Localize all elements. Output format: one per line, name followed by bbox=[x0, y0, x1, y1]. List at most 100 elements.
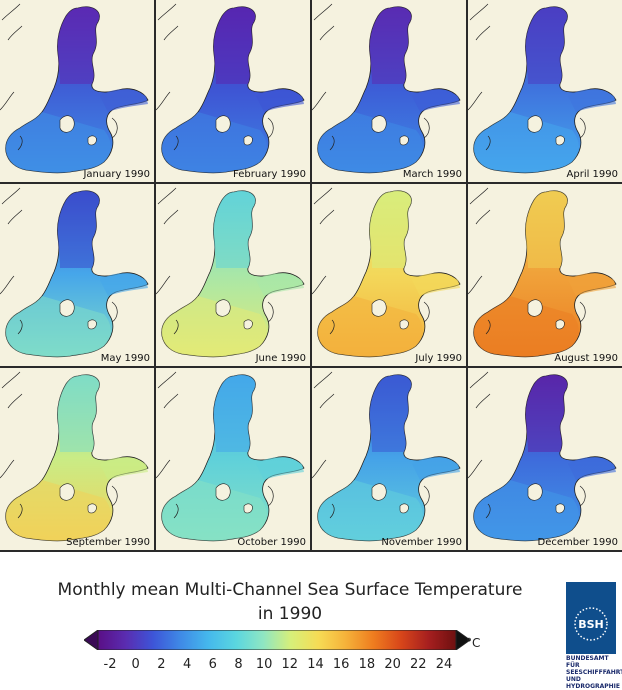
southern-baltic bbox=[5, 296, 111, 357]
month-label: November 1990 bbox=[381, 537, 462, 548]
southern-baltic bbox=[473, 112, 579, 173]
coastline bbox=[468, 3, 586, 151]
month-label: July 1990 bbox=[415, 353, 462, 364]
colorbar bbox=[83, 629, 484, 651]
colorbar-tick-label: 10 bbox=[255, 657, 273, 672]
figure-title: Monthly mean Multi-Channel Sea Surface T… bbox=[20, 578, 560, 626]
southern-baltic bbox=[161, 480, 267, 541]
month-map-panel: January 1990 bbox=[0, 0, 154, 182]
title-line-2: in 1990 bbox=[257, 604, 323, 624]
southern-baltic bbox=[473, 480, 579, 541]
colorbar-tick-label: 20 bbox=[384, 657, 401, 672]
southern-baltic bbox=[161, 112, 267, 173]
gulf-of-finland bbox=[256, 457, 304, 480]
bsh-logo-mark: BSH bbox=[574, 607, 608, 641]
gulf-of-finland bbox=[100, 273, 148, 296]
island bbox=[399, 135, 409, 146]
island bbox=[399, 503, 409, 514]
sea-surface-temperature-map bbox=[468, 187, 617, 358]
island bbox=[555, 135, 565, 146]
sea-surface-temperature-map bbox=[312, 187, 461, 358]
coastline bbox=[468, 187, 586, 335]
gulf-of-bothnia bbox=[57, 6, 100, 85]
title-line-1: Monthly mean Multi-Channel Sea Surface T… bbox=[57, 580, 523, 600]
month-label: December 1990 bbox=[537, 537, 618, 548]
logo-line-1: BUNDESAMT FÜR bbox=[566, 655, 609, 669]
colorbar-tick-label: 24 bbox=[435, 657, 453, 672]
island bbox=[87, 503, 97, 514]
gulf-of-bothnia bbox=[525, 6, 568, 85]
island bbox=[87, 135, 97, 146]
sea-surface-temperature-map bbox=[156, 187, 305, 358]
colorbar-tick-label: 8 bbox=[234, 657, 243, 672]
island bbox=[555, 319, 565, 330]
gulf-of-finland bbox=[568, 457, 616, 480]
coastline bbox=[156, 3, 274, 151]
month-map-panel: October 1990 bbox=[156, 368, 310, 550]
month-map-panel: September 1990 bbox=[0, 368, 154, 550]
gulf-of-finland bbox=[568, 273, 616, 296]
month-map-panel: June 1990 bbox=[156, 184, 310, 366]
gulf-of-finland bbox=[100, 457, 148, 480]
gulf-of-finland bbox=[412, 89, 460, 112]
month-label: August 1990 bbox=[554, 353, 618, 364]
gulf-of-bothnia bbox=[369, 6, 412, 85]
sea-surface-temperature-map bbox=[0, 371, 149, 542]
month-map-panel: August 1990 bbox=[468, 184, 622, 366]
sst-map-grid: January 1990 February 1990 March 1990 April… bbox=[0, 0, 622, 552]
gulf-of-bothnia bbox=[213, 6, 256, 85]
month-map-panel: December 1990 bbox=[468, 368, 622, 550]
sea-surface-temperature-map bbox=[468, 3, 617, 174]
southern-baltic bbox=[161, 296, 267, 357]
month-label: February 1990 bbox=[233, 169, 306, 180]
gulf-of-bothnia bbox=[57, 374, 100, 452]
gulf-of-bothnia bbox=[213, 374, 256, 452]
sea-surface-temperature-map bbox=[0, 3, 149, 174]
sea-surface-temperature-map bbox=[468, 371, 617, 542]
sea-surface-temperature-map bbox=[156, 3, 305, 174]
bsh-logo-caption: BUNDESAMT FÜR SEESCHIFFFAHRT UND HYDROGR… bbox=[566, 655, 622, 690]
logo-line-4: HYDROGRAPHIE bbox=[566, 683, 621, 690]
southern-baltic bbox=[473, 296, 579, 357]
month-label: May 1990 bbox=[100, 353, 150, 364]
colorbar-max-arrow bbox=[455, 629, 471, 651]
gulf-of-bothnia bbox=[369, 190, 412, 268]
island bbox=[555, 503, 565, 514]
colorbar-graphic bbox=[83, 629, 471, 651]
gulf-of-bothnia bbox=[369, 374, 412, 452]
island bbox=[243, 135, 253, 146]
logo-line-3: UND bbox=[566, 676, 581, 683]
coastline bbox=[312, 3, 430, 151]
southern-baltic bbox=[5, 480, 111, 541]
colorbar-tick-label: 22 bbox=[410, 657, 427, 672]
southern-baltic bbox=[317, 112, 423, 173]
month-label: March 1990 bbox=[402, 169, 462, 180]
coastline bbox=[0, 187, 118, 335]
sea-surface-temperature-map bbox=[312, 3, 461, 174]
colorbar-tick-label: 14 bbox=[307, 657, 324, 672]
colorbar-tick-label: 12 bbox=[281, 657, 299, 672]
month-label: September 1990 bbox=[66, 537, 150, 548]
southern-baltic bbox=[317, 296, 423, 357]
coastline bbox=[156, 187, 274, 335]
coastline bbox=[312, 187, 430, 335]
sea-surface-temperature-map bbox=[0, 187, 149, 358]
colorbar-unit: °C bbox=[466, 636, 481, 650]
colorbar-gradient bbox=[97, 629, 457, 651]
gulf-of-finland bbox=[256, 89, 304, 112]
island bbox=[59, 299, 75, 317]
month-label: October 1990 bbox=[237, 537, 306, 548]
colorbar-tick-label: 2 bbox=[157, 657, 166, 672]
month-map-panel: February 1990 bbox=[156, 0, 310, 182]
colorbar-tick-label: -2 bbox=[103, 657, 117, 672]
island bbox=[215, 299, 231, 317]
gulf-of-finland bbox=[412, 457, 460, 480]
month-map-panel: April 1990 bbox=[468, 0, 622, 182]
colorbar-tick-label: 18 bbox=[358, 657, 376, 672]
gulf-of-bothnia bbox=[525, 374, 568, 452]
logo-line-2: SEESCHIFFFAHRT bbox=[566, 669, 622, 676]
colorbar-tick-label: 6 bbox=[208, 657, 217, 672]
island bbox=[243, 319, 253, 330]
month-map-panel: May 1990 bbox=[0, 184, 154, 366]
gulf-of-finland bbox=[100, 89, 148, 112]
